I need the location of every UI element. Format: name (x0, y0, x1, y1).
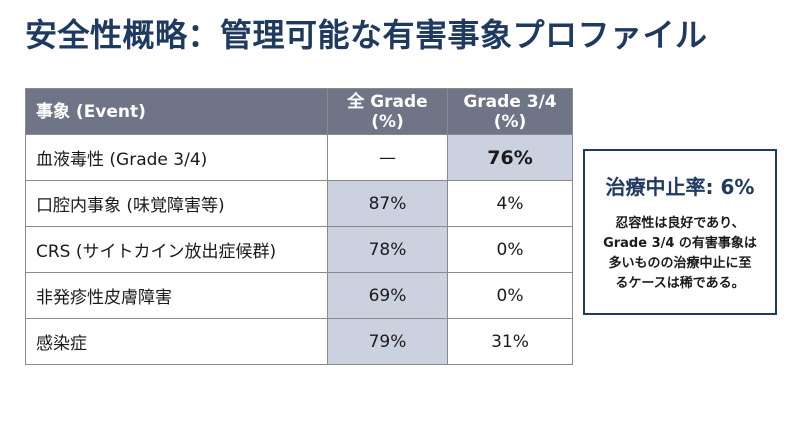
callout-body: 忍容性は良好であり、 Grade 3/4 の有害事象は 多いものの治療中止に至 … (585, 214, 775, 294)
callout-heading: 治療中止率: 6% (605, 175, 755, 199)
grade34-cell: 31% (447, 318, 573, 365)
event-cell: 血液毒性 (Grade 3/4) (25, 134, 328, 181)
adverse-events-table: 事象 (Event) 全 Grade (%) Grade 3/4 (%) 血液毒… (25, 88, 573, 365)
header-grade34-line1: Grade 3/4 (463, 91, 557, 112)
grade34-cell: 0% (447, 226, 573, 273)
discontinuation-callout: 治療中止率: 6% 忍容性は良好であり、 Grade 3/4 の有害事象は 多い… (583, 149, 777, 315)
all-grade-cell: 78% (327, 226, 448, 273)
grade34-cell: 4% (447, 180, 573, 227)
event-cell: CRS (サイトカイン放出症候群) (25, 226, 328, 273)
all-grade-cell: 87% (327, 180, 448, 227)
grade34-cell: 76% (447, 134, 573, 181)
all-grade-cell: 79% (327, 318, 448, 365)
header-event: 事象 (Event) (25, 88, 328, 135)
header-grade34-line2: (%) (493, 111, 527, 132)
header-all-grade: 全 Grade (%) (327, 88, 448, 135)
event-cell: 感染症 (25, 318, 328, 365)
all-grade-cell: — (327, 134, 448, 181)
all-grade-cell: 69% (327, 272, 448, 319)
callout-line: るケースは稀である。 (615, 276, 745, 291)
table-header-row: 事象 (Event) 全 Grade (%) Grade 3/4 (%) (25, 88, 573, 135)
table-row: CRS (サイトカイン放出症候群) 78% 0% (25, 226, 573, 273)
header-all-grade-line1: 全 Grade (347, 91, 428, 112)
callout-line: Grade 3/4 の有害事象は (603, 236, 757, 251)
table-row: 血液毒性 (Grade 3/4) — 76% (25, 134, 573, 181)
table-row: 口腔内事象 (味覚障害等) 87% 4% (25, 180, 573, 227)
table-row: 感染症 79% 31% (25, 318, 573, 365)
slide-title: 安全性概略：管理可能な有害事象プロファイル (25, 16, 708, 54)
event-cell: 口腔内事象 (味覚障害等) (25, 180, 328, 227)
table-row: 非発疹性皮膚障害 69% 0% (25, 272, 573, 319)
callout-line: 多いものの治療中止に至 (608, 256, 752, 271)
callout-line: 忍容性は良好であり、 (615, 216, 745, 231)
header-all-grade-line2: (%) (371, 111, 404, 132)
header-grade34: Grade 3/4 (%) (447, 88, 573, 135)
grade34-cell: 0% (447, 272, 573, 319)
event-cell: 非発疹性皮膚障害 (25, 272, 328, 319)
